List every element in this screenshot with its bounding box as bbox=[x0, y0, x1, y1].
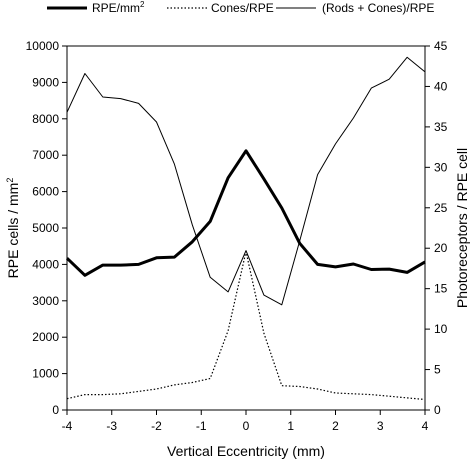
x-axis: -4 -3 -2 -1 0 1 2 3 4 bbox=[62, 410, 429, 433]
y-right-tick-label: 10 bbox=[434, 322, 448, 336]
legend-label-cones: Cones/RPE bbox=[211, 1, 274, 15]
y-axis-right: 0 5 10 15 20 25 30 35 40 45 bbox=[425, 39, 448, 417]
y-left-tick-label: 3000 bbox=[32, 294, 59, 308]
x-tick-label: -2 bbox=[151, 419, 162, 433]
legend: RPE/mm2 Cones/RPE (Rods + Cones)/RPE bbox=[47, 0, 434, 15]
y-axis-left: 0 1000 2000 3000 4000 5000 6000 7000 8000 9000 100… bbox=[26, 39, 67, 417]
y-axis-right-title: Photoreceptors / RPE cell bbox=[454, 148, 470, 308]
series-line-rpe-mm2 bbox=[65, 149, 426, 277]
x-tick-label: -4 bbox=[62, 419, 73, 433]
x-tick-label: 0 bbox=[243, 419, 250, 433]
series-layer bbox=[65, 56, 426, 401]
y-left-tick-label: 4000 bbox=[32, 257, 59, 271]
series-line-cones-rpe bbox=[66, 250, 426, 401]
y-right-tick-label: 5 bbox=[434, 363, 441, 377]
series-line-rods-cones-rpe bbox=[66, 56, 426, 306]
y-right-tick-label: 20 bbox=[434, 241, 448, 255]
y-right-tick-label: 25 bbox=[434, 201, 448, 215]
y-axis-left-title: RPE cells / mm2 bbox=[5, 178, 21, 279]
y-left-tick-label: 7000 bbox=[32, 148, 59, 162]
x-axis-title: Vertical Eccentricity (mm) bbox=[167, 443, 325, 459]
y-left-tick-label: 1000 bbox=[32, 367, 59, 381]
y-right-tick-label: 40 bbox=[434, 79, 448, 93]
y-left-tick-label: 6000 bbox=[32, 185, 59, 199]
legend-label-rpe: RPE/mm2 bbox=[92, 0, 145, 15]
y-left-tick-label: 10000 bbox=[26, 39, 60, 53]
legend-label-rods-cones: (Rods + Cones)/RPE bbox=[322, 1, 434, 15]
y-right-tick-label: 0 bbox=[434, 403, 441, 417]
y-left-tick-label: 9000 bbox=[32, 75, 59, 89]
x-tick-label: -1 bbox=[196, 419, 207, 433]
y-left-tick-label: 2000 bbox=[32, 330, 59, 344]
y-left-tick-label: 5000 bbox=[32, 221, 59, 235]
x-tick-label: 3 bbox=[377, 419, 384, 433]
y-right-tick-label: 15 bbox=[434, 282, 448, 296]
y-right-tick-label: 30 bbox=[434, 160, 448, 174]
x-tick-label: 1 bbox=[287, 419, 294, 433]
x-tick-label: 2 bbox=[332, 419, 339, 433]
y-left-tick-label: 8000 bbox=[32, 112, 59, 126]
plot-area-frame bbox=[66, 45, 426, 411]
y-left-tick-label: 0 bbox=[52, 403, 59, 417]
y-right-tick-label: 45 bbox=[434, 39, 448, 53]
x-tick-label: 4 bbox=[422, 419, 429, 433]
x-tick-label: -3 bbox=[106, 419, 117, 433]
y-right-tick-label: 35 bbox=[434, 120, 448, 134]
